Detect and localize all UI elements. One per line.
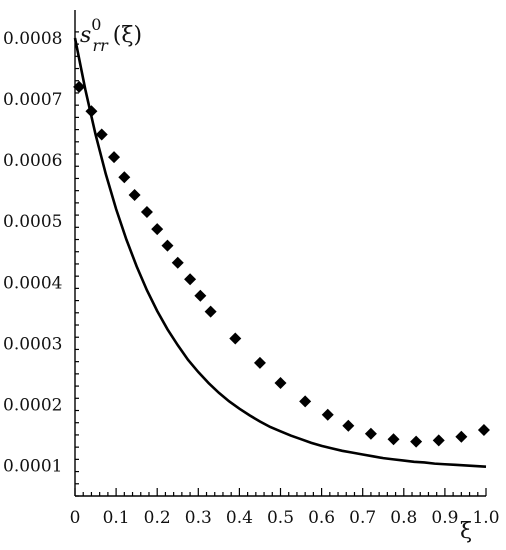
- x-tick-label: 0.9: [431, 508, 458, 528]
- x-tick-label: 0.2: [144, 508, 171, 528]
- data-point-marker: [161, 239, 174, 252]
- x-tick-label: 0.7: [349, 508, 376, 528]
- y-tick-label: 0.0007: [3, 90, 62, 110]
- data-point-marker: [274, 377, 287, 390]
- data-point-marker: [432, 434, 445, 447]
- x-tick-label: 0: [70, 508, 81, 528]
- x-axis-ticks: 0 0.1 0.2 0.3 0.4 0.5 0.6 0.7 0.8 0.9 1.0: [70, 488, 500, 528]
- data-point-marker: [253, 356, 266, 369]
- y-axis-title-subscript: rr: [92, 36, 109, 55]
- axes: [74, 10, 486, 497]
- model-curve: [73, 37, 487, 468]
- data-point-marker: [108, 151, 121, 164]
- x-tick-label: 1.0: [472, 508, 499, 528]
- data-point-marker: [342, 419, 355, 432]
- y-tick-label: 0.0006: [3, 151, 62, 171]
- data-point-marker: [321, 408, 334, 421]
- data-point-marker: [194, 289, 207, 302]
- data-point-marker: [184, 273, 197, 286]
- y-tick-label: 0.0001: [3, 456, 62, 476]
- data-point-marker: [73, 80, 86, 93]
- data-point-marker: [151, 223, 164, 236]
- data-point-marker: [128, 188, 141, 201]
- data-point-marker: [455, 430, 468, 443]
- x-tick-label: 0.3: [185, 508, 212, 528]
- data-point-marker: [387, 433, 400, 446]
- x-axis-title: ξ: [460, 519, 472, 544]
- data-point-marker: [118, 171, 131, 184]
- x-tick-label: 0.5: [267, 508, 294, 528]
- y-tick-label: 0.0003: [3, 334, 62, 354]
- y-tick-label: 0.0002: [3, 395, 62, 415]
- x-tick-label: 0.6: [308, 508, 335, 528]
- plot-area: [73, 37, 490, 468]
- x-tick-label: 0.1: [103, 508, 130, 528]
- data-point-marker: [477, 424, 490, 437]
- data-point-marker: [171, 256, 184, 269]
- y-tick-label: 0.0004: [3, 273, 62, 293]
- x-tick-label: 0.8: [390, 508, 417, 528]
- y-axis-title: s0 rr (ξ): [80, 15, 142, 55]
- data-point-marker: [364, 427, 377, 440]
- data-point-marker: [410, 435, 423, 448]
- data-point-marker: [140, 206, 153, 219]
- y-axis-title-base: s: [80, 23, 91, 48]
- y-tick-label: 0.0008: [3, 29, 62, 49]
- data-point-marker: [85, 105, 98, 118]
- data-point-marker: [204, 305, 217, 318]
- y-axis-title-argument: (ξ): [113, 23, 142, 48]
- data-point-marker: [299, 395, 312, 408]
- x-tick-label: 0.4: [226, 508, 253, 528]
- y-axis-ticks: 0.0001 0.0002 0.0003 0.0004 0.0005 0.0006 0.00…: [3, 29, 79, 497]
- data-point-marker: [95, 128, 108, 141]
- y-tick-label: 0.0005: [3, 212, 62, 232]
- y-axis-title-superscript: 0: [91, 15, 101, 34]
- data-point-marker: [229, 332, 242, 345]
